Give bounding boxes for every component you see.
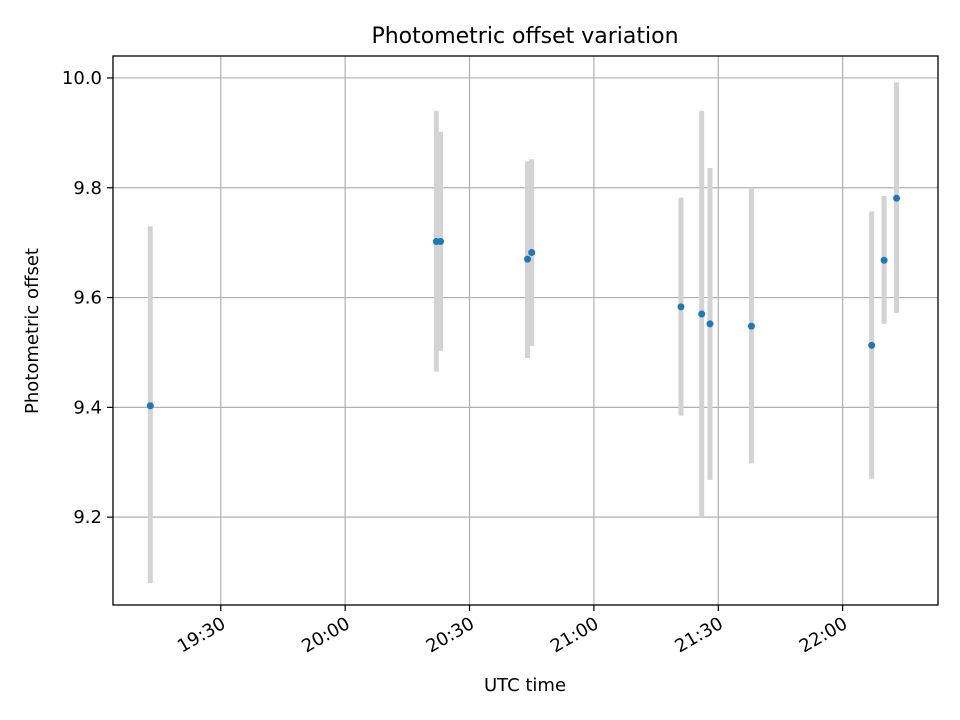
- y-axis: 9.2 9.4 9.6 9.8 10.0: [62, 68, 113, 528]
- y-tick-label: 9.2: [73, 507, 102, 528]
- data-points: [146, 194, 901, 410]
- data-point: [880, 256, 888, 264]
- y-tick-label: 10.0: [62, 68, 102, 89]
- y-tick-label: 9.8: [73, 178, 102, 199]
- data-point: [528, 249, 536, 257]
- plot-frame: [112, 55, 939, 606]
- data-point: [893, 194, 901, 202]
- chart-title: Photometric offset variation: [371, 24, 678, 49]
- data-point: [706, 320, 714, 328]
- data-point: [524, 255, 532, 263]
- data-point: [146, 402, 154, 410]
- y-axis-label: Photometric offset: [22, 248, 43, 414]
- data-point: [677, 303, 685, 311]
- y-tick-label: 9.6: [73, 288, 102, 309]
- data-point: [868, 341, 876, 349]
- x-axis-label: UTC time: [484, 675, 566, 696]
- data-point: [747, 322, 755, 330]
- data-point: [698, 310, 706, 318]
- data-point: [437, 238, 445, 246]
- y-tick-label: 9.4: [73, 397, 102, 418]
